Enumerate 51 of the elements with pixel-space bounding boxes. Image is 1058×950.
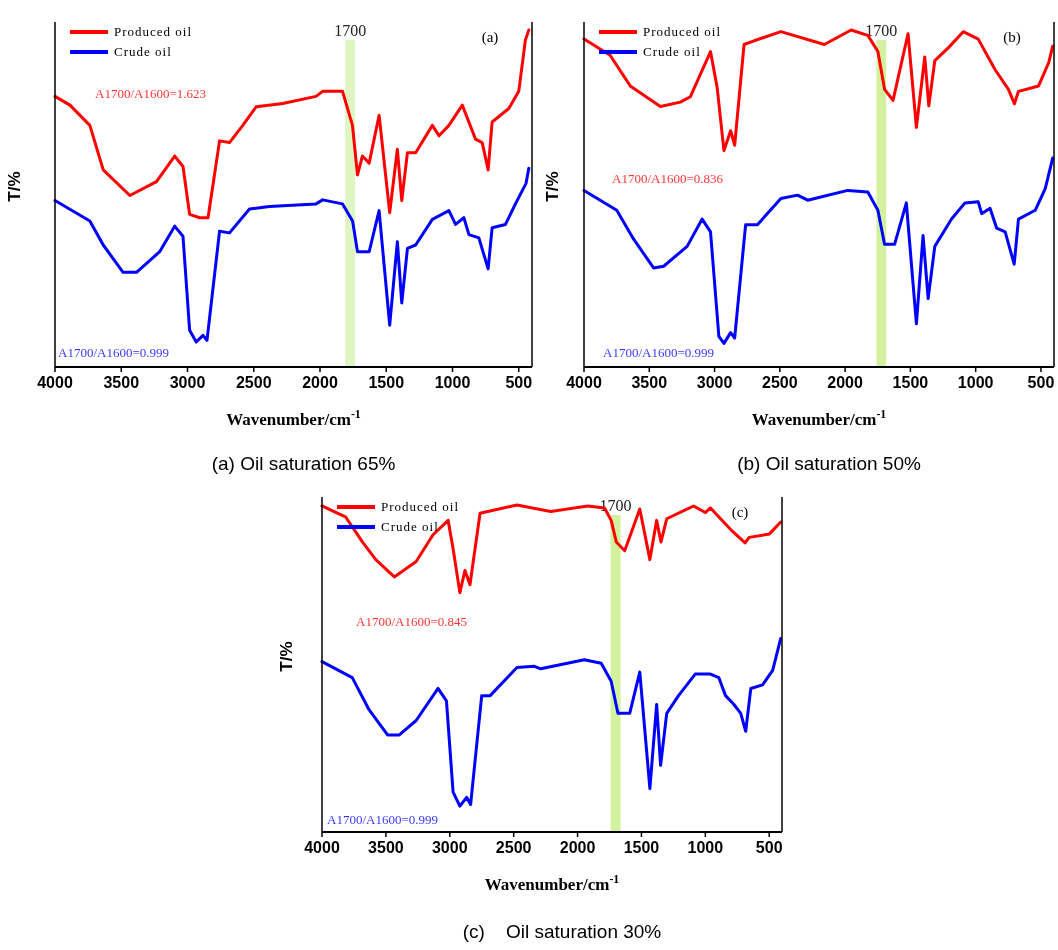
x-tick-label: 3000 [169, 374, 206, 391]
x-axis-title: Wavenumber/cm$^{-1}$ [226, 407, 361, 429]
x-tick-label: 4000 [304, 839, 340, 856]
x-tick-label: 1000 [957, 374, 994, 391]
x-tick-label: 1000 [687, 839, 724, 856]
x-tick-label: 1500 [892, 374, 929, 391]
annotation: (c) [731, 504, 749, 521]
text: (b) Oil saturation 50% [737, 453, 921, 474]
legend-label: Produced oil [114, 24, 193, 39]
annotation: A1700/A1600=0.845 [356, 614, 467, 629]
x-tick-label: 500 [1027, 374, 1055, 391]
x-tick-label: 3000 [431, 839, 468, 856]
x-axis-title: Wavenumber/cm$^{-1}$ [484, 872, 620, 894]
x-tick-label: 1500 [368, 374, 405, 391]
annotation: (b) [1003, 29, 1021, 46]
x-tick-label: 3500 [368, 839, 404, 856]
x-tick-label: 3500 [103, 374, 140, 391]
x-tick-label: 2000 [827, 374, 864, 391]
y-axis-title: T/% [543, 171, 562, 202]
band-label: 1700 [865, 22, 898, 39]
y-axis-title: T/% [277, 641, 296, 672]
x-tick-label: 2500 [762, 374, 798, 391]
legend-label: Crude oil [114, 44, 172, 59]
y-axis-title: T/% [5, 171, 24, 202]
x-tick-label: 500 [755, 839, 783, 856]
x-tick-label: 4000 [37, 374, 73, 391]
annotation: A1700/A1600=0.999 [327, 812, 438, 827]
band-label: 1700 [334, 22, 367, 39]
legend-label: Crude oil [643, 44, 701, 59]
x-tick-label: 3000 [696, 374, 733, 391]
annotation: A1700/A1600=0.836 [612, 171, 724, 186]
text: (a) Oil saturation 65% [211, 453, 396, 474]
band-label: 1700 [599, 497, 632, 514]
x-tick-label: 2000 [302, 374, 338, 391]
legend-label: Crude oil [381, 519, 439, 534]
x-tick-label: 1000 [434, 374, 471, 391]
x-tick-label: 1500 [623, 839, 660, 856]
x-tick-label: 500 [505, 374, 533, 391]
x-tick-label: 2000 [559, 839, 596, 856]
legend-label: Produced oil [381, 499, 460, 514]
annotation: A1700/A1600=1.623 [95, 86, 206, 101]
text: (c) Oil saturation 30% [462, 921, 662, 942]
annotation: (a) [481, 29, 499, 46]
x-tick-label: 2500 [495, 839, 532, 856]
legend-label: Produced oil [643, 24, 722, 39]
annotation: A1700/A1600=0.999 [603, 345, 714, 360]
x-tick-label: 2500 [235, 374, 272, 391]
x-axis-title: Wavenumber/cm$^{-1}$ [751, 407, 887, 429]
x-tick-label: 4000 [566, 374, 602, 391]
annotation: A1700/A1600=0.999 [58, 345, 169, 360]
x-tick-label: 3500 [631, 374, 668, 391]
